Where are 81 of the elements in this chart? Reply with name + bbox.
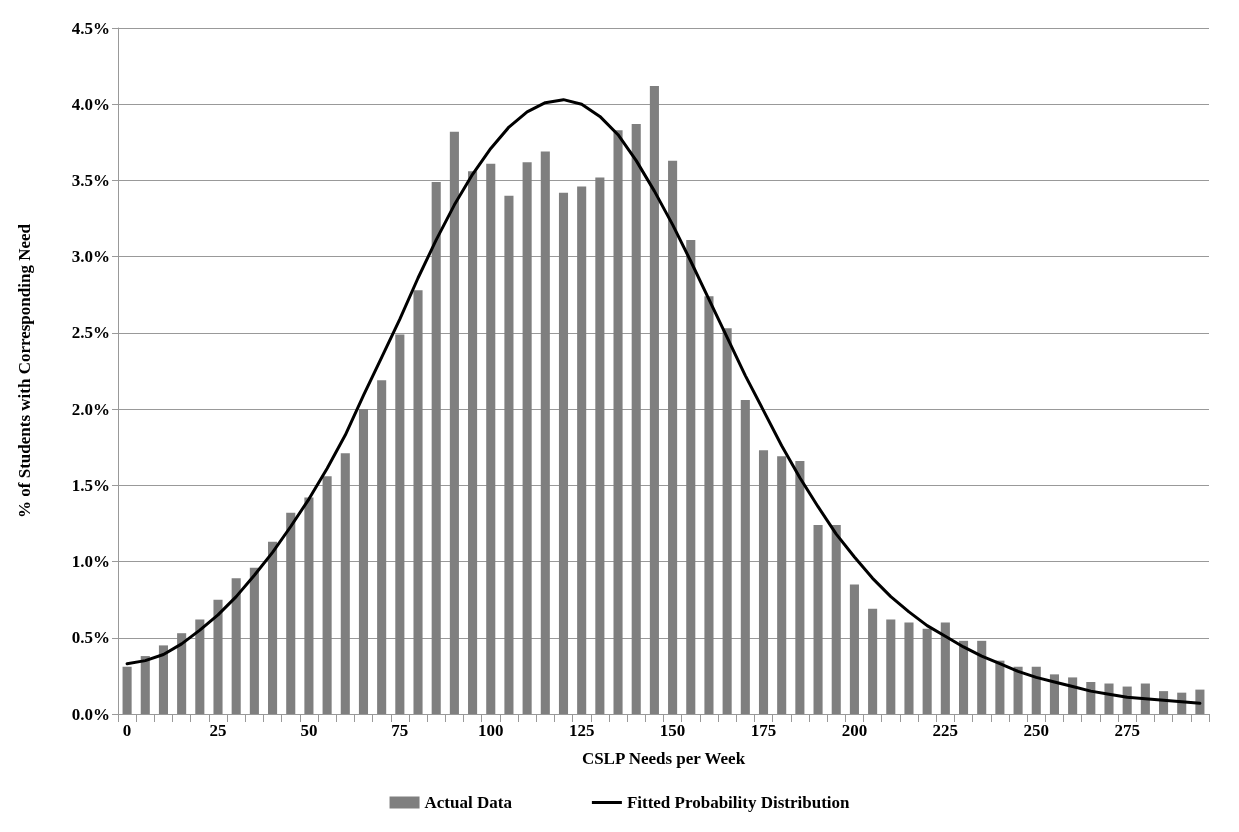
x-axis-title: CSLP Needs per Week [581, 749, 746, 768]
bar [977, 640, 987, 714]
bar [249, 567, 259, 714]
line-series [125, 98, 1202, 705]
bar [704, 296, 714, 714]
bar [777, 456, 787, 714]
bar [195, 619, 205, 714]
bar [340, 453, 350, 714]
bar [631, 124, 641, 714]
bar [213, 599, 223, 714]
bar [995, 660, 1005, 714]
x-tick-label: 175 [750, 721, 777, 740]
bar [940, 622, 950, 714]
y-tick-label: 1.0% [71, 552, 110, 572]
y-tick-label: 2.0% [71, 399, 110, 419]
x-tick-label: 200 [841, 721, 868, 740]
bar [377, 380, 387, 714]
bar [140, 656, 150, 714]
bar [1031, 666, 1041, 714]
bar [540, 151, 550, 714]
bar [358, 409, 369, 714]
y-axis-title: % of Students with Corresponding Need [15, 223, 34, 518]
bar [831, 524, 841, 714]
bar [722, 328, 732, 714]
y-tick-label: 0.5% [71, 628, 110, 648]
bar [486, 163, 496, 714]
bar [558, 192, 569, 714]
legend-label: Actual Data [424, 793, 513, 812]
x-tick-label: 150 [659, 721, 686, 740]
bar [449, 131, 459, 714]
y-tick-label: 0.0% [71, 704, 110, 724]
bar [395, 334, 405, 714]
bar [468, 171, 478, 714]
bar [304, 497, 314, 714]
bar [413, 290, 423, 714]
bar [668, 160, 678, 714]
bar [231, 578, 241, 714]
bar [1049, 674, 1059, 714]
y-tick-label: 4.0% [71, 94, 110, 114]
bar [758, 450, 769, 714]
bar [1104, 683, 1114, 714]
bar [1013, 666, 1023, 714]
bar [122, 666, 132, 714]
bar [904, 622, 914, 714]
bar [868, 608, 878, 714]
bar [286, 512, 296, 714]
bar [649, 85, 659, 714]
bar [795, 460, 805, 714]
legend-label: Fitted Probability Distribution [626, 793, 851, 812]
bar [177, 633, 187, 714]
bar [1068, 677, 1078, 714]
y-tick-label: 3.5% [71, 170, 110, 190]
x-tick-label: 100 [478, 721, 504, 740]
bar [958, 640, 969, 714]
bar [504, 195, 514, 714]
bar [922, 628, 932, 714]
bar [886, 619, 896, 714]
bar [431, 181, 441, 714]
x-tick-label: 250 [1023, 721, 1050, 740]
x-tick-label: 25 [209, 721, 227, 740]
x-tick-label: 50 [300, 721, 318, 740]
bar [268, 541, 278, 714]
y-tick-label: 4.5% [71, 18, 110, 38]
x-tick-label: 225 [932, 721, 959, 740]
bar [322, 476, 332, 714]
bar [613, 130, 623, 714]
y-tick-label: 1.5% [71, 475, 110, 495]
bar [595, 177, 605, 714]
bar [813, 524, 823, 714]
x-tick-label: 0 [122, 721, 132, 740]
bar [849, 584, 859, 714]
x-tick-label: 125 [568, 721, 595, 740]
bar [522, 162, 532, 714]
x-tick-label: 75 [391, 721, 409, 740]
bar [686, 239, 696, 714]
x-tick-label: 275 [1114, 721, 1140, 740]
bar [158, 645, 168, 714]
y-tick-label: 3.0% [71, 247, 110, 267]
bar [740, 399, 750, 714]
bar [577, 186, 587, 714]
y-tick-label: 2.5% [71, 323, 110, 343]
